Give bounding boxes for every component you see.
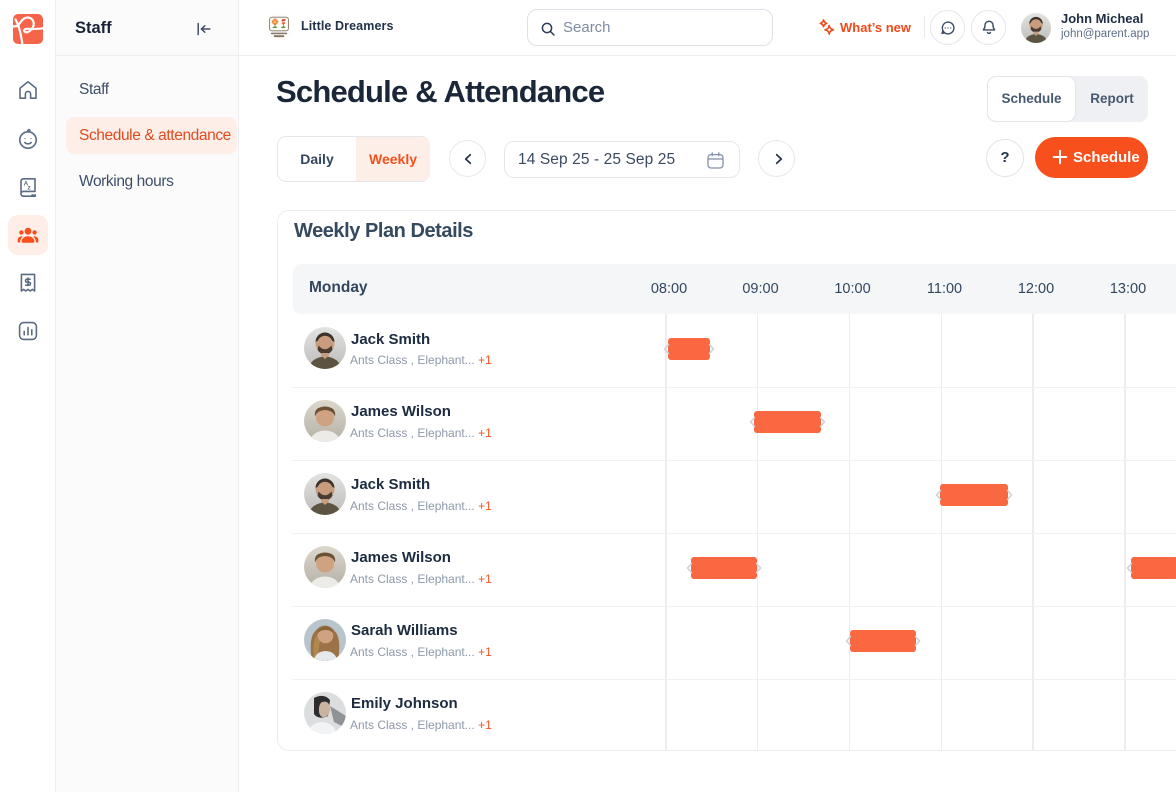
svg-text:A: A bbox=[24, 181, 29, 188]
svg-text:z: z bbox=[28, 185, 31, 192]
